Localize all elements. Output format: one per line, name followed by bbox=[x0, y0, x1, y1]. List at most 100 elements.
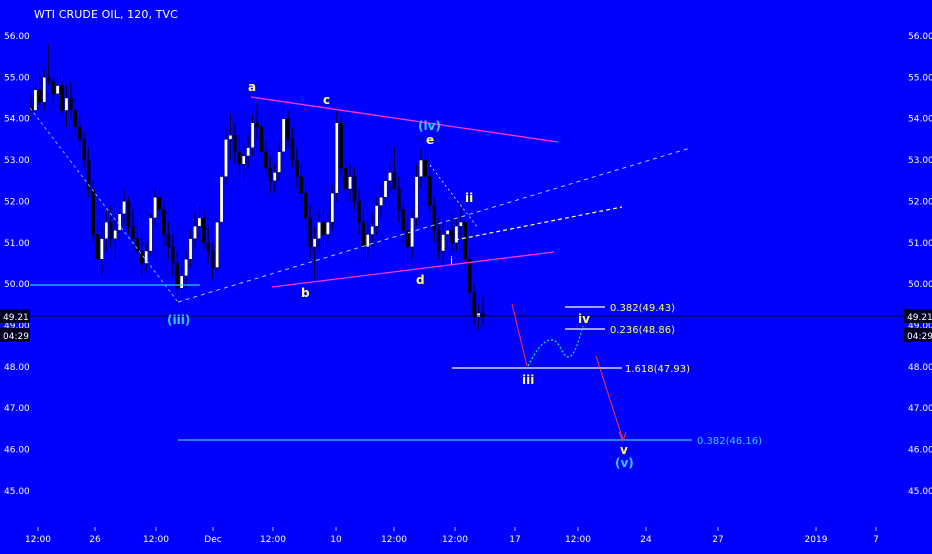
candle-body[interactable] bbox=[295, 159, 299, 177]
candle-body[interactable] bbox=[255, 122, 259, 128]
candle-body[interactable] bbox=[476, 312, 481, 318]
candle-body[interactable] bbox=[388, 172, 392, 181]
projection-line-down-1[interactable] bbox=[511, 303, 528, 367]
candle-body[interactable] bbox=[268, 168, 273, 181]
candle-body[interactable] bbox=[148, 217, 153, 252]
candle-body[interactable] bbox=[122, 201, 126, 215]
candle-body[interactable] bbox=[445, 230, 450, 235]
candle-body[interactable] bbox=[290, 139, 295, 161]
candle-body[interactable] bbox=[250, 122, 255, 148]
candle-body[interactable] bbox=[281, 118, 286, 152]
candle-body[interactable] bbox=[414, 176, 419, 219]
candle-body[interactable] bbox=[184, 259, 188, 277]
candle-body[interactable] bbox=[343, 168, 348, 190]
candle-body[interactable] bbox=[188, 238, 193, 260]
candle-body[interactable] bbox=[224, 139, 228, 177]
candle-body[interactable] bbox=[162, 209, 166, 235]
candle-body[interactable] bbox=[126, 201, 131, 227]
projection-curve[interactable] bbox=[527, 325, 584, 367]
candle-body[interactable] bbox=[383, 180, 388, 198]
candle-body[interactable] bbox=[171, 246, 175, 264]
candle-body[interactable] bbox=[42, 77, 47, 103]
candle-body[interactable] bbox=[472, 292, 476, 318]
candle-body[interactable] bbox=[55, 85, 60, 95]
candle-body[interactable] bbox=[86, 159, 91, 190]
candle-body[interactable] bbox=[51, 81, 55, 95]
candle-body[interactable] bbox=[179, 275, 184, 289]
candle-body[interactable] bbox=[361, 221, 366, 248]
candle-body[interactable] bbox=[312, 238, 317, 248]
candle-body[interactable] bbox=[450, 230, 454, 243]
candle-body[interactable] bbox=[317, 221, 321, 239]
candle-body[interactable] bbox=[352, 176, 357, 202]
candle-body[interactable] bbox=[463, 221, 468, 260]
candle-body[interactable] bbox=[60, 85, 64, 111]
candle-body[interactable] bbox=[397, 188, 401, 210]
triangle-lower-line[interactable] bbox=[271, 251, 555, 288]
candle-body[interactable] bbox=[392, 172, 397, 190]
candle-body[interactable] bbox=[326, 221, 330, 235]
candle-body[interactable] bbox=[228, 135, 233, 140]
candle-body[interactable] bbox=[246, 147, 250, 157]
candle-body[interactable] bbox=[277, 151, 281, 173]
candle-body[interactable] bbox=[259, 126, 264, 152]
candle-body[interactable] bbox=[321, 221, 326, 235]
candle-body[interactable] bbox=[401, 209, 406, 231]
candle-body[interactable] bbox=[108, 221, 113, 239]
candle-body[interactable] bbox=[144, 250, 149, 264]
candle-body[interactable] bbox=[454, 226, 459, 243]
candle-body[interactable] bbox=[365, 234, 370, 248]
candle-body[interactable] bbox=[419, 159, 423, 177]
candle-body[interactable] bbox=[339, 122, 343, 169]
candle-body[interactable] bbox=[233, 135, 237, 152]
candle-body[interactable] bbox=[467, 259, 472, 293]
candle-body[interactable] bbox=[237, 151, 242, 165]
candle-body[interactable] bbox=[481, 312, 485, 317]
candle-body[interactable] bbox=[428, 176, 432, 206]
candle-body[interactable] bbox=[153, 197, 157, 219]
candle-body[interactable] bbox=[100, 238, 104, 260]
candle-body[interactable] bbox=[197, 217, 202, 227]
projection-line-down-2[interactable] bbox=[595, 355, 624, 441]
candle-body[interactable] bbox=[210, 250, 215, 268]
candle-body[interactable] bbox=[157, 197, 162, 210]
candle-body[interactable] bbox=[348, 176, 352, 190]
candle-body[interactable] bbox=[64, 97, 69, 111]
candle-body[interactable] bbox=[91, 188, 95, 235]
candle-body[interactable] bbox=[357, 201, 361, 223]
candle-body[interactable] bbox=[299, 176, 304, 194]
candle-body[interactable] bbox=[135, 238, 140, 252]
candle-body[interactable] bbox=[330, 192, 335, 223]
candle-body[interactable] bbox=[113, 230, 117, 239]
candle-body[interactable] bbox=[46, 77, 51, 82]
candle-body[interactable] bbox=[423, 159, 428, 177]
candle-body[interactable] bbox=[29, 106, 33, 111]
candle-body[interactable] bbox=[202, 217, 206, 243]
candle-body[interactable] bbox=[73, 110, 78, 128]
candle-body[interactable] bbox=[334, 122, 339, 194]
candle-body[interactable] bbox=[374, 205, 379, 227]
candle-body[interactable] bbox=[131, 226, 135, 239]
dashed-line-4[interactable] bbox=[429, 164, 479, 229]
candle-body[interactable] bbox=[69, 97, 73, 111]
dashed-line-1[interactable] bbox=[29, 107, 179, 303]
candle-body[interactable] bbox=[370, 226, 375, 235]
candle-body[interactable] bbox=[206, 242, 211, 252]
candle-body[interactable] bbox=[117, 213, 122, 231]
candle-body[interactable] bbox=[219, 176, 224, 223]
candle-body[interactable] bbox=[33, 89, 38, 111]
candle-body[interactable] bbox=[104, 221, 109, 239]
candle-body[interactable] bbox=[272, 172, 277, 181]
candle-body[interactable] bbox=[405, 230, 410, 248]
candle-body[interactable] bbox=[241, 155, 246, 165]
candle-body[interactable] bbox=[379, 197, 383, 206]
candle-body[interactable] bbox=[193, 226, 197, 239]
candle-body[interactable] bbox=[95, 234, 100, 260]
candle-body[interactable] bbox=[432, 205, 437, 231]
candle-body[interactable] bbox=[166, 234, 171, 248]
candle-body[interactable] bbox=[82, 139, 86, 161]
triangle-upper-line[interactable] bbox=[250, 96, 559, 143]
dashed-line-3[interactable] bbox=[454, 206, 623, 241]
